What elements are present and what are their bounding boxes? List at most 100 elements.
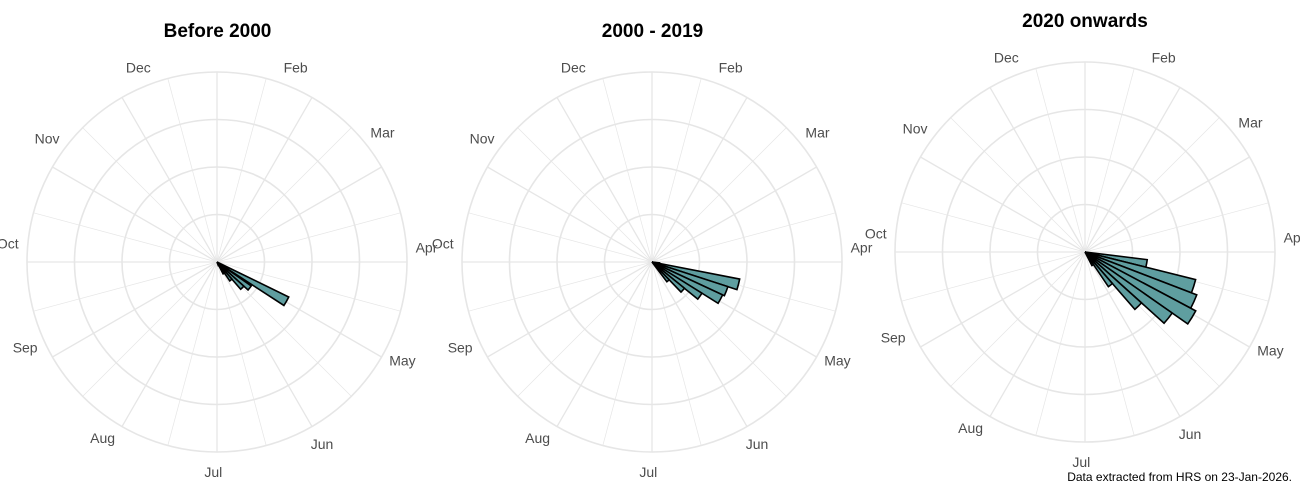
grid-spoke [517, 261, 653, 397]
grid-spoke [33, 212, 218, 263]
grid-spoke [1084, 251, 1135, 436]
grid-spoke [1035, 251, 1086, 436]
grid-spoke [1084, 202, 1269, 253]
panel-2000-2019: 2000 - 2019 Dec Feb Mar Apr May Jun Jul Aug Sep O… [432, 0, 873, 500]
grid-spoke [487, 261, 653, 358]
bar-oct [216, 261, 220, 267]
panel-2020-onwards: 2020 onwards Dec Feb Mar Apr May Jun Jul Aug Sep… [865, 0, 1300, 500]
grid-spoke [216, 127, 352, 263]
grid-spoke [602, 78, 653, 263]
month-label-aug: Aug [958, 420, 983, 436]
panel-title: Before 2000 [163, 21, 272, 42]
grid-spoke [651, 261, 702, 446]
grid-spoke [950, 117, 1086, 253]
rose-chart-2020-onwards: Dec Feb Mar Apr May Jun Jul Aug Sep Oct Nov [865, 49, 1300, 470]
bar-aug [1084, 251, 1197, 326]
month-label-aug: Aug [90, 430, 115, 446]
grid-spoke [468, 261, 653, 312]
grid-spoke [1084, 87, 1181, 253]
month-label-dec: Dec [994, 49, 1019, 65]
month-label-mar: Mar [805, 125, 829, 141]
month-label-sep: Sep [13, 339, 38, 355]
grid-spoke [901, 202, 1086, 253]
grid-spoke [651, 166, 817, 263]
grid-spoke [920, 251, 1086, 348]
month-label-dec: Dec [561, 59, 586, 75]
month-label-nov: Nov [903, 121, 928, 137]
bar-may [216, 261, 290, 307]
grid-spoke [651, 97, 748, 263]
panel-title: 2020 onwards [1022, 11, 1148, 32]
month-label-feb: Feb [284, 59, 308, 75]
grid-spoke [216, 261, 267, 446]
grid-spoke [1084, 251, 1181, 417]
grid-spoke [1035, 68, 1086, 253]
month-label-mar: Mar [370, 125, 394, 141]
bar-nov [1084, 251, 1114, 288]
grid-spoke [216, 261, 401, 312]
grid-spoke [167, 261, 218, 446]
grid-spoke [517, 127, 653, 263]
month-label-nov: Nov [35, 131, 60, 147]
month-label-oct: Oct [432, 236, 454, 252]
grid-spoke [52, 261, 218, 358]
month-label-jun: Jun [746, 436, 769, 452]
grid-spoke [52, 166, 218, 263]
grid-spoke [82, 127, 218, 263]
panel-title: 2000 - 2019 [601, 21, 704, 42]
grid-spoke [1084, 68, 1135, 253]
month-label-mar: Mar [1238, 115, 1262, 131]
grid-spoke [602, 261, 653, 446]
bar-oct [651, 261, 671, 283]
month-label-feb: Feb [719, 59, 743, 75]
grid-spoke [989, 87, 1086, 253]
grid-spoke [33, 261, 218, 312]
bar-dec [1084, 251, 1095, 267]
data-source-caption: Data extracted from HRS on 23-Jan-2026. [1067, 470, 1292, 484]
month-label-feb: Feb [1152, 49, 1176, 65]
grid-spoke [468, 212, 653, 263]
grid-spoke [216, 261, 313, 427]
grid-spoke [556, 97, 653, 263]
panel-before-2000: Before 2000 Feb Mar Apr May Jun Jul Aug Sep Oct N… [0, 0, 438, 500]
grid-spoke [216, 97, 313, 263]
month-label-jul: Jul [639, 464, 657, 480]
month-label-aug: Aug [525, 430, 550, 446]
month-label-jun: Jun [311, 436, 334, 452]
month-label-oct: Oct [0, 236, 19, 252]
grid-spoke [121, 261, 218, 427]
grid-spoke [651, 127, 787, 263]
grid-spoke [989, 251, 1086, 417]
month-label-jul: Jul [204, 464, 222, 480]
bar-sep [1084, 251, 1174, 325]
grid-spoke [1084, 156, 1250, 253]
month-label-apr: Apr [851, 239, 873, 255]
month-label-nov: Nov [470, 131, 495, 147]
grid-spoke [216, 212, 401, 263]
month-label-may: May [1257, 343, 1283, 359]
bar-oct [1084, 251, 1143, 311]
grid-spoke [556, 261, 653, 427]
month-label-apr: Apr [416, 239, 438, 255]
grid-spoke [216, 166, 382, 263]
grid-spoke [1084, 117, 1220, 253]
rose-chart-before-2000: Feb Mar Apr May Jun Jul Aug Sep Oct Nov Dec [0, 59, 438, 480]
month-label-oct: Oct [865, 226, 887, 242]
grid-spoke [82, 261, 218, 397]
grid-spoke [167, 78, 218, 263]
month-label-jun: Jun [1179, 426, 1202, 442]
month-label-sep: Sep [881, 329, 906, 345]
grid-spoke [121, 97, 218, 263]
month-label-dec: Dec [126, 59, 151, 75]
month-label-sep: Sep [448, 339, 473, 355]
rose-chart-2000-2019: Dec Feb Mar Apr May Jun Jul Aug Sep Oct Nov [432, 59, 873, 480]
month-label-may: May [389, 353, 415, 369]
grid-spoke [950, 251, 1086, 387]
month-label-may: May [824, 353, 850, 369]
month-label-apr: Apr [1284, 229, 1300, 245]
grid-spoke [487, 166, 653, 263]
grid-spoke [920, 156, 1086, 253]
month-label-jul: Jul [1072, 454, 1090, 470]
grid-spoke [651, 78, 702, 263]
grid-spoke [216, 78, 267, 263]
